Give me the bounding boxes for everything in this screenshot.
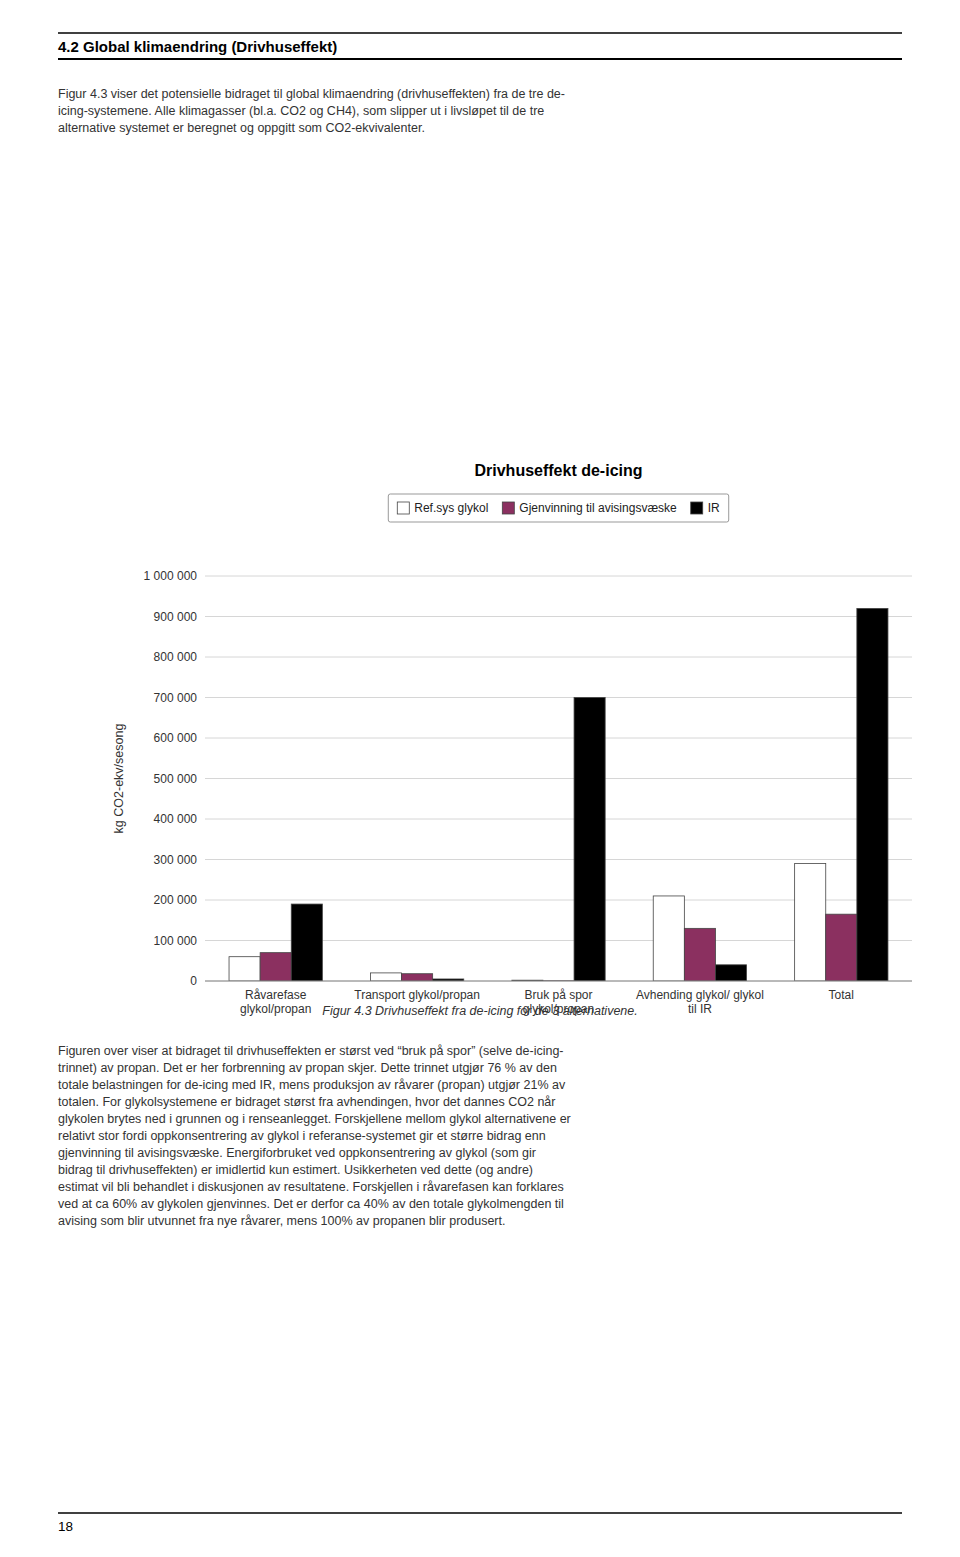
body-text-line: totalen. For glykolsystemene er bidraget… — [58, 1095, 556, 1109]
rule — [58, 1512, 902, 1514]
body-text-line: trinnet) av propan. Det er her forbrenni… — [58, 1061, 557, 1075]
bar — [574, 698, 605, 982]
y-axis: 0 100 000 200 000 300 000 400 000 500 000 600 … — [144, 569, 912, 988]
body-text-line: avising som blir utvunnet fra nye råvare… — [58, 1214, 505, 1228]
x-tick-label-line: til IR — [688, 1002, 712, 1016]
x-tick-label-line: glykol/propan — [240, 1002, 311, 1016]
x-tick-label-line: Total — [829, 988, 854, 1002]
bars — [229, 608, 888, 981]
bar — [857, 608, 888, 981]
bar — [370, 973, 401, 981]
x-tick-label-line: Transport glykol/propan — [354, 988, 480, 1002]
legend: Ref.sys glykol Gjenvinning til avisingsvæ… — [388, 494, 728, 522]
x-tick-label: Råvarefaseglykol/propan — [240, 988, 311, 1016]
legend-swatch — [691, 502, 703, 514]
y-tick-label: 0 — [190, 974, 197, 988]
bar — [291, 904, 322, 981]
x-tick-label: Avhending glykol/ glykoltil IR — [636, 988, 764, 1016]
chart-title: Drivhuseffekt de-icing — [474, 462, 642, 479]
grid-line — [205, 657, 912, 658]
body-text-line: relativt stor fordi oppkonsentrering av … — [58, 1129, 546, 1143]
x-tick-label: Total — [829, 988, 854, 1002]
legend-swatch — [502, 502, 514, 514]
x-tick-label-line: Bruk på spor — [524, 988, 592, 1002]
grid-line — [205, 859, 912, 860]
paragraph-line: Figur 4.3 viser det potensielle bidraget… — [58, 87, 565, 101]
body-text-line: totale belastningen for de-icing med IR,… — [58, 1078, 566, 1092]
body-text-line: ved at ca 60% av glykolen gjenvinnes. De… — [58, 1197, 564, 1211]
legend-label: IR — [708, 501, 720, 515]
page-number: 18 — [58, 1519, 73, 1534]
page: 4.2 Global klimaendring (Drivhuseffekt) F… — [0, 0, 960, 1557]
x-axis-line — [205, 981, 912, 982]
body-text-line: gjenvinning til avisingsvæske. Energifor… — [58, 1146, 536, 1160]
caption: Figur 4.3 Drivhuseffekt fra de-icing for… — [322, 1004, 637, 1018]
bar — [402, 974, 433, 981]
y-tick-label: 800 000 — [154, 650, 198, 664]
y-tick-label: 1 000 000 — [144, 569, 198, 583]
legend-label: Ref.sys glykol — [414, 501, 488, 515]
heading: 4.2 Global klimaendring (Drivhuseffekt) — [58, 38, 337, 55]
grid-line — [205, 616, 912, 617]
paragraph-line: alternative systemet er beregnet og oppg… — [58, 121, 425, 135]
grid-line — [205, 738, 912, 739]
x-tick-label: Transport glykol/propan — [354, 988, 480, 1002]
x-tick-label-line: Råvarefase — [245, 988, 307, 1002]
rule — [58, 58, 902, 60]
grid-line — [205, 981, 912, 982]
bar — [826, 914, 857, 981]
legend-label: Gjenvinning til avisingsvæske — [519, 501, 677, 515]
legend-swatch — [397, 502, 409, 514]
body-text-line: glykolen brytes ned i grunnen og i rense… — [58, 1112, 571, 1126]
paragraph: Figur 4.3 viser det potensielle bidraget… — [58, 87, 565, 135]
bar — [229, 957, 260, 981]
bar — [795, 864, 826, 981]
grid-line — [205, 576, 912, 577]
y-tick-label: 200 000 — [154, 893, 198, 907]
body-text: Figuren over viser at bidraget til drivh… — [58, 1044, 571, 1228]
y-axis-label: kg CO2-ekv/sesong — [112, 724, 126, 834]
background — [0, 0, 960, 1557]
y-tick-label: 100 000 — [154, 934, 198, 948]
y-tick-label: 600 000 — [154, 731, 198, 745]
x-tick-label-line: Avhending glykol/ glykol — [636, 988, 764, 1002]
grid-line — [205, 697, 912, 698]
paragraph-line: icing-systemene. Alle klimagasser (bl.a.… — [58, 104, 544, 118]
grid-line — [205, 819, 912, 820]
legend-frame — [388, 494, 728, 522]
rule — [58, 32, 902, 34]
y-tick-label: 900 000 — [154, 610, 198, 624]
body-text-line: bidrag til drivhuseffekten) er imidlerti… — [58, 1163, 533, 1177]
bar — [715, 965, 746, 981]
y-tick-label: 700 000 — [154, 691, 198, 705]
bar — [684, 928, 715, 981]
grid-line — [205, 778, 912, 779]
bar — [653, 896, 684, 981]
bar — [260, 953, 291, 981]
y-tick-label: 500 000 — [154, 772, 198, 786]
body-text-line: Figuren over viser at bidraget til drivh… — [58, 1044, 564, 1058]
body-text-line: estimat vil bli behandlet i diskusjonen … — [58, 1180, 564, 1194]
y-tick-label: 400 000 — [154, 812, 198, 826]
y-tick-label: 300 000 — [154, 853, 198, 867]
